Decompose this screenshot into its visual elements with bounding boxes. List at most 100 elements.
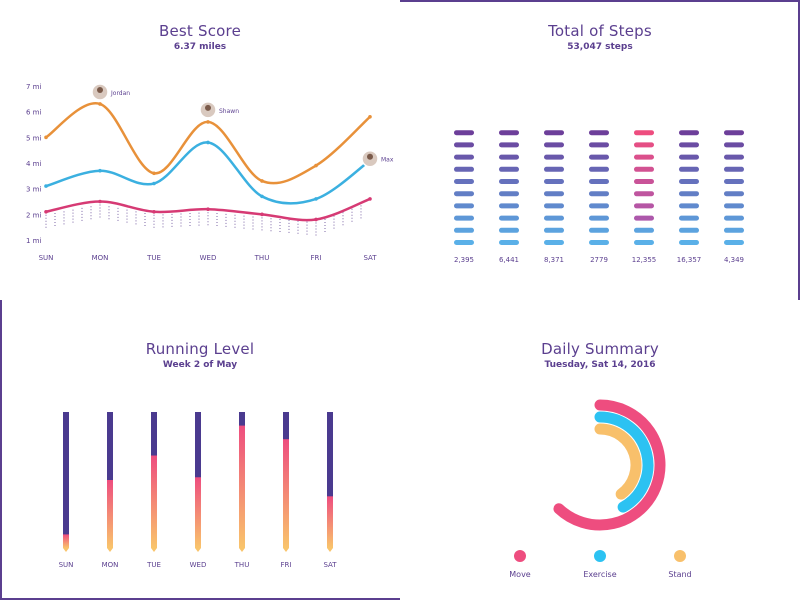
step-value-label: 12,355	[632, 256, 657, 264]
legend-label: Move	[509, 570, 531, 579]
step-segment	[454, 215, 474, 221]
total-steps-chart: 2,395 6,441 8,371 2779 12,355 16,357 4,349	[454, 130, 744, 264]
y-tick-label: 4 mi	[26, 160, 41, 168]
step-segment	[499, 179, 519, 184]
step-segment	[589, 142, 609, 148]
step-segment	[499, 130, 519, 136]
step-value-label: 6,441	[499, 256, 519, 264]
step-segment	[544, 191, 564, 197]
step-segment	[679, 130, 699, 136]
step-segment	[499, 203, 519, 209]
level-track	[327, 412, 333, 548]
step-segment	[589, 191, 609, 197]
y-tick-label: 2 mi	[26, 211, 41, 219]
step-segment	[544, 227, 564, 233]
level-fill	[195, 477, 201, 548]
step-segment	[634, 142, 654, 148]
total-steps-panel: Total of Steps 53,047 steps 2,395 6,441 8,…	[400, 0, 800, 300]
legend-dot	[674, 550, 686, 562]
level-day-label: WED	[190, 561, 207, 569]
level-day-label: SUN	[59, 561, 74, 569]
step-segment	[454, 166, 474, 172]
step-segment	[499, 240, 519, 245]
avatar-face-icon	[205, 104, 211, 111]
step-segment	[634, 166, 654, 172]
daily-summary-chart: Move Exercise Stand	[509, 399, 692, 579]
x-tick-label: TUE	[146, 254, 161, 262]
legend-dot	[594, 550, 606, 562]
level-day-label: MON	[102, 561, 119, 569]
level-fill	[327, 496, 333, 548]
x-tick-label: THU	[254, 254, 270, 262]
level-day-label: SAT	[323, 561, 337, 569]
step-segment	[724, 227, 744, 233]
frame-right-top	[798, 0, 800, 300]
step-segment	[724, 240, 744, 245]
step-segment	[634, 227, 654, 233]
step-value-label: 4,349	[724, 256, 744, 264]
step-segment	[724, 215, 744, 221]
step-value-label: 2779	[590, 256, 608, 264]
step-segment	[544, 154, 564, 160]
best-score-panel: Best Score 6.37 miles 1 mi 2 mi 3 mi 4 mi 5 …	[0, 0, 400, 300]
step-segment	[589, 130, 609, 136]
total-steps-title: Total of Steps	[548, 22, 652, 40]
best-score-subtitle: 6.37 miles	[173, 42, 227, 52]
series-line	[45, 197, 371, 222]
step-segment	[634, 215, 654, 221]
avatar-face-icon	[367, 153, 373, 160]
activity-ring	[594, 423, 642, 500]
level-tip	[239, 548, 245, 552]
running-level-chart: SUN MON TUE WED THU FRI SAT	[59, 412, 337, 569]
step-segment	[454, 240, 474, 245]
frame-left-bottom	[0, 300, 2, 600]
step-segment	[634, 203, 654, 209]
step-segment	[679, 227, 699, 233]
step-segment	[724, 142, 744, 148]
y-tick-label: 7 mi	[26, 83, 41, 91]
level-tip	[151, 548, 157, 552]
activity-ring	[594, 411, 654, 513]
avatar-label: Shawn	[219, 108, 239, 115]
step-segment	[589, 166, 609, 172]
step-segment	[499, 227, 519, 233]
step-segment	[589, 227, 609, 233]
step-segment	[544, 215, 564, 221]
avatar-face-icon	[97, 86, 103, 93]
x-tick-label: MON	[92, 254, 109, 262]
step-segment	[724, 191, 744, 197]
step-segment	[544, 130, 564, 136]
legend-dot	[514, 550, 526, 562]
step-segment	[724, 179, 744, 184]
level-fill	[63, 534, 69, 548]
step-segment	[679, 154, 699, 160]
step-segment	[544, 203, 564, 209]
step-segment	[499, 215, 519, 221]
step-segment	[454, 179, 474, 184]
series-line	[45, 141, 371, 205]
level-fill	[239, 425, 245, 548]
legend-label: Stand	[668, 570, 691, 579]
step-segment	[454, 203, 474, 209]
step-segment	[544, 142, 564, 148]
y-tick-label: 5 mi	[26, 134, 41, 142]
step-segment	[679, 215, 699, 221]
level-tip	[195, 548, 201, 552]
step-segment	[679, 203, 699, 209]
step-segment	[589, 203, 609, 209]
step-segment	[679, 166, 699, 172]
level-fill	[283, 439, 289, 548]
daily-summary-title: Daily Summary	[541, 340, 659, 358]
x-tick-label: FRI	[311, 254, 322, 262]
step-segment	[724, 166, 744, 172]
total-steps-subtitle: 53,047 steps	[567, 42, 633, 52]
level-tip	[283, 548, 289, 552]
level-fill	[151, 455, 157, 548]
legend-label: Exercise	[583, 570, 616, 579]
step-segment	[499, 154, 519, 160]
best-score-chart: 1 mi 2 mi 3 mi 4 mi 5 mi 6 mi 7 mi SUN MON TUE WE…	[26, 83, 394, 262]
x-tick-label: SUN	[39, 254, 54, 262]
step-segment	[454, 154, 474, 160]
frame-bottom	[0, 598, 400, 600]
step-segment	[634, 240, 654, 245]
